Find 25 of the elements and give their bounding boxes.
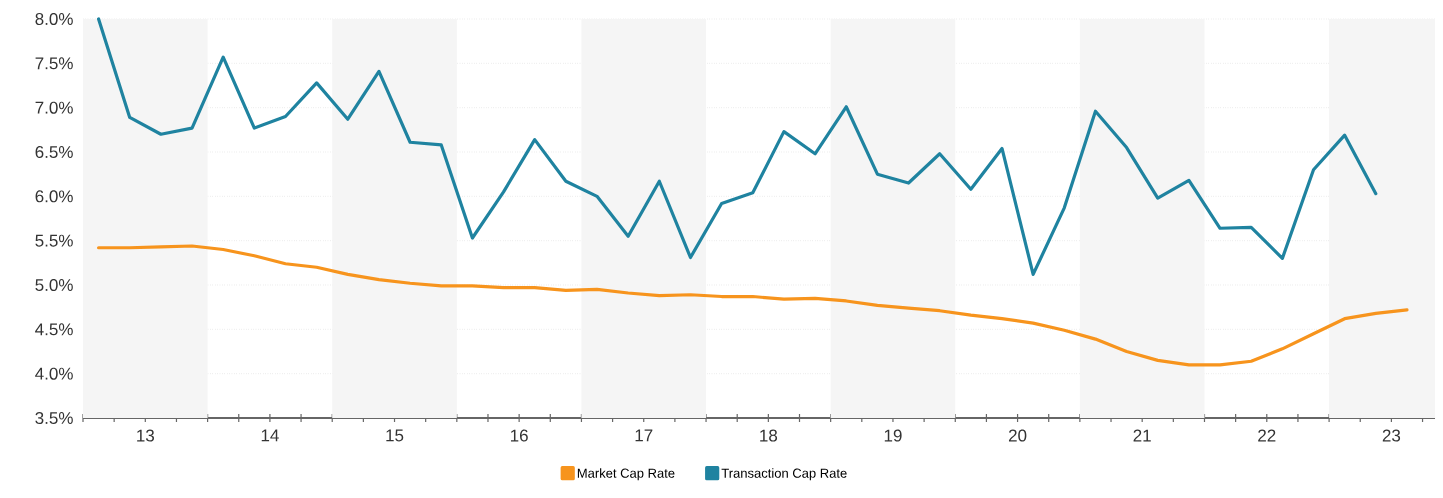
x-tick-label: 19 xyxy=(884,429,902,442)
legend-label: Market Cap Rate xyxy=(577,468,675,481)
y-tick-label: 4.0% xyxy=(35,367,73,380)
y-tick-label: 4.5% xyxy=(35,323,73,336)
x-tick-label: 22 xyxy=(1258,429,1276,442)
x-tick-label: 14 xyxy=(261,429,279,442)
line-series xyxy=(96,244,1409,367)
x-tick-label: 23 xyxy=(1382,429,1401,442)
line-series xyxy=(96,17,1378,276)
x-tick-label: 18 xyxy=(760,429,778,442)
x-tick-label: 17 xyxy=(635,429,653,442)
x-tick-label: 16 xyxy=(510,429,528,442)
y-tick-label: 8.0% xyxy=(35,12,73,26)
x-tick-label: 13 xyxy=(137,429,155,442)
x-tick-label: 15 xyxy=(386,429,404,442)
y-tick-label: 7.0% xyxy=(35,101,73,114)
y-tick-label: 3.5% xyxy=(35,411,73,425)
y-tick-label: 5.5% xyxy=(35,234,73,247)
y-tick-label: 6.0% xyxy=(35,190,73,203)
legend-label: Transaction Cap Rate xyxy=(721,468,847,481)
x-tick-label: 21 xyxy=(1133,429,1151,442)
y-tick-label: 7.5% xyxy=(35,57,73,70)
x-tick-label: 20 xyxy=(1008,429,1027,442)
y-tick-label: 6.5% xyxy=(35,145,73,159)
y-tick-label: 5.0% xyxy=(35,278,73,292)
